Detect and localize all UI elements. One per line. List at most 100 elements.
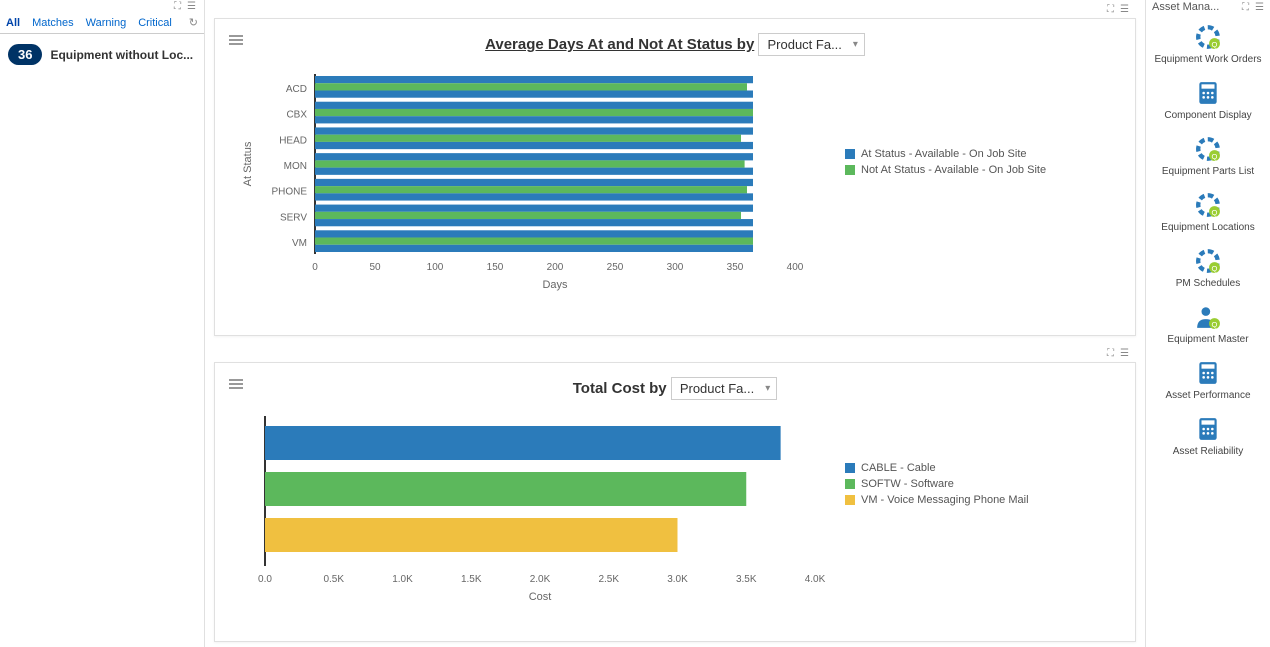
svg-text:Q: Q [1212,152,1218,161]
rp-item-label: Asset Reliability [1146,446,1270,458]
card-toolbar: ⛶ ☰ [1104,347,1129,359]
chart-menu-icon[interactable] [229,33,243,47]
svg-text:SERV: SERV [280,212,307,223]
chart-card-avg-days: ⛶ ☰ Average Days At and Not At Status by… [214,18,1136,336]
rp-item-label: Equipment Master [1146,334,1270,346]
right-panel-item[interactable]: Asset Performance [1146,360,1270,402]
chart2-legend: CABLE - Cable SOFTW - Software VM - Voice … [845,408,1029,618]
alert-item[interactable]: 36 Equipment without Loc... [0,34,204,75]
chart2-body: 0.00.5K1.0K1.5K2.0K2.5K3.0K3.5K4.0KCost … [215,408,1135,638]
svg-text:2.5K: 2.5K [598,574,619,585]
chart2-dropdown[interactable]: Product Fa... [671,377,777,400]
menu-icon[interactable]: ☰ [187,1,196,12]
left-panel-toolbar: ⛶ ☰ [0,0,204,12]
chart1-dropdown[interactable]: Product Fa... [758,33,864,56]
svg-text:4.0K: 4.0K [805,574,826,585]
svg-text:Q: Q [1212,208,1218,217]
card-toolbar: ⛶ ☰ [1104,3,1129,15]
svg-text:400: 400 [787,262,804,273]
restore-icon[interactable]: ⛶ [174,1,181,12]
svg-text:VM: VM [292,238,307,249]
chart-menu-icon[interactable] [229,377,243,391]
rp-item-label: Equipment Parts List [1146,166,1270,178]
right-panel-title: Asset Mana... [1152,1,1219,13]
gear-icon: Q [1195,248,1221,274]
chart-card-total-cost: ⛶ ☰ Total Cost by Product Fa... 0.00.5K1… [214,362,1136,642]
legend-item: At Status - Available - On Job Site [845,148,1046,160]
chart1-title: Average Days At and Not At Status by Pro… [215,19,1135,64]
tab-matches[interactable]: Matches [32,17,74,29]
svg-text:3.0K: 3.0K [667,574,688,585]
rp-item-label: Equipment Locations [1146,222,1270,234]
restore-icon[interactable]: ⛶ [1107,348,1114,359]
rp-item-label: PM Schedules [1146,278,1270,290]
gear-icon: Q [1195,136,1221,162]
right-panel-item[interactable]: Q Equipment Work Orders [1146,24,1270,66]
svg-text:Cost: Cost [529,591,552,603]
tab-critical[interactable]: Critical [138,17,172,29]
right-panel-item[interactable]: Q Equipment Parts List [1146,136,1270,178]
restore-icon[interactable]: ⛶ [1242,2,1249,13]
gear-icon: Q [1195,24,1221,50]
chart1-title-text: Average Days At and Not At Status by [485,36,754,53]
svg-text:1.0K: 1.0K [392,574,413,585]
alert-label: Equipment without Loc... [50,48,193,62]
svg-text:2.0K: 2.0K [530,574,551,585]
svg-text:Days: Days [542,279,568,291]
chart1-plot: ACDCBXHEADMONPHONESERVVM0501001502002503… [235,64,845,314]
chart1-body: ACDCBXHEADMONPHONESERVVM0501001502002503… [215,64,1135,334]
right-panel-item[interactable]: Asset Reliability [1146,416,1270,458]
calc-icon [1195,360,1221,386]
menu-icon[interactable]: ☰ [1120,348,1129,359]
svg-text:300: 300 [667,262,684,273]
person-icon: Q [1195,304,1221,330]
menu-icon[interactable]: ☰ [1255,2,1264,13]
svg-text:50: 50 [369,262,381,273]
svg-text:Q: Q [1212,264,1218,273]
legend-label: At Status - Available - On Job Site [861,148,1027,160]
svg-text:3.5K: 3.5K [736,574,757,585]
svg-text:CBX: CBX [286,110,307,121]
svg-text:100: 100 [427,262,444,273]
svg-text:0.5K: 0.5K [323,574,344,585]
restore-icon[interactable]: ⛶ [1107,4,1114,15]
calc-icon [1195,416,1221,442]
rp-item-label: Equipment Work Orders [1146,54,1270,66]
tab-warning[interactable]: Warning [86,17,127,29]
svg-text:0.0: 0.0 [258,574,272,585]
right-panel-header: Asset Mana... ⛶ ☰ [1146,0,1270,14]
svg-text:0: 0 [312,262,318,273]
rp-item-label: Component Display [1146,110,1270,122]
right-panel-items: Q Equipment Work Orders Component Display Q… [1146,14,1270,472]
svg-text:HEAD: HEAD [279,135,307,146]
svg-text:PHONE: PHONE [271,187,307,198]
legend-item: CABLE - Cable [845,462,1029,474]
left-panel: ⛶ ☰ All Matches Warning Critical ↻ 36 Eq… [0,0,205,647]
right-panel-item[interactable]: Component Display [1146,80,1270,122]
svg-text:Q: Q [1212,40,1218,49]
legend-label: SOFTW - Software [861,478,954,490]
refresh-icon[interactable]: ↻ [189,16,198,29]
svg-text:350: 350 [727,262,744,273]
right-panel: Asset Mana... ⛶ ☰ Q Equipment Work Orders… [1145,0,1270,647]
alert-count-badge: 36 [8,44,42,65]
svg-text:250: 250 [607,262,624,273]
right-panel-item[interactable]: Q Equipment Master [1146,304,1270,346]
right-panel-item[interactable]: Q PM Schedules [1146,248,1270,290]
svg-text:At Status: At Status [242,141,254,186]
right-panel-item[interactable]: Q Equipment Locations [1146,192,1270,234]
svg-text:200: 200 [547,262,564,273]
calc-icon [1195,80,1221,106]
menu-icon[interactable]: ☰ [1120,4,1129,15]
legend-item: VM - Voice Messaging Phone Mail [845,494,1029,506]
rp-item-label: Asset Performance [1146,390,1270,402]
alert-tabs: All Matches Warning Critical ↻ [0,12,204,34]
legend-label: CABLE - Cable [861,462,936,474]
chart2-title: Total Cost by Product Fa... [215,363,1135,408]
tab-all[interactable]: All [6,17,20,29]
svg-text:150: 150 [487,262,504,273]
main-area: ⛶ ☰ Average Days At and Not At Status by… [210,0,1140,647]
legend-label: Not At Status - Available - On Job Site [861,164,1046,176]
chart2-title-text: Total Cost by [573,380,667,397]
legend-item: Not At Status - Available - On Job Site [845,164,1046,176]
